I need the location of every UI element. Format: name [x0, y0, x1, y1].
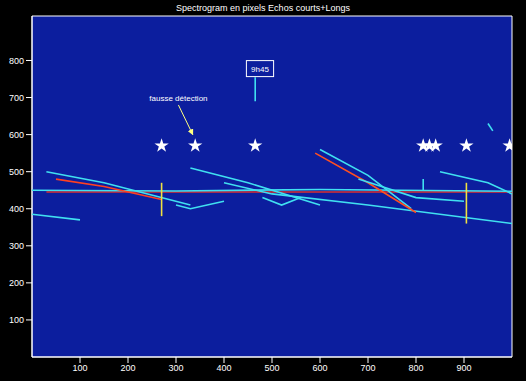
- svg-text:300: 300: [9, 241, 24, 251]
- svg-text:500: 500: [264, 363, 279, 373]
- svg-text:400: 400: [9, 204, 24, 214]
- svg-text:400: 400: [216, 363, 231, 373]
- svg-text:900: 900: [456, 363, 471, 373]
- svg-text:300: 300: [168, 363, 183, 373]
- svg-text:200: 200: [9, 278, 24, 288]
- svg-text:500: 500: [9, 167, 24, 177]
- svg-text:100: 100: [72, 363, 87, 373]
- svg-text:fausse détection: fausse détection: [149, 94, 207, 103]
- svg-text:700: 700: [9, 93, 24, 103]
- svg-text:700: 700: [360, 363, 375, 373]
- html-text:Spectrogram en pixels Echos co: Spectrogram en pixels Echos courts+Longs: [176, 3, 350, 13]
- svg-text:100: 100: [9, 315, 24, 325]
- svg-text:200: 200: [120, 363, 135, 373]
- svg-text:800: 800: [408, 363, 423, 373]
- svg-text:800: 800: [9, 56, 24, 66]
- svg-text:600: 600: [9, 130, 24, 140]
- svg-text:9h45: 9h45: [251, 65, 269, 74]
- svg-text:600: 600: [312, 363, 327, 373]
